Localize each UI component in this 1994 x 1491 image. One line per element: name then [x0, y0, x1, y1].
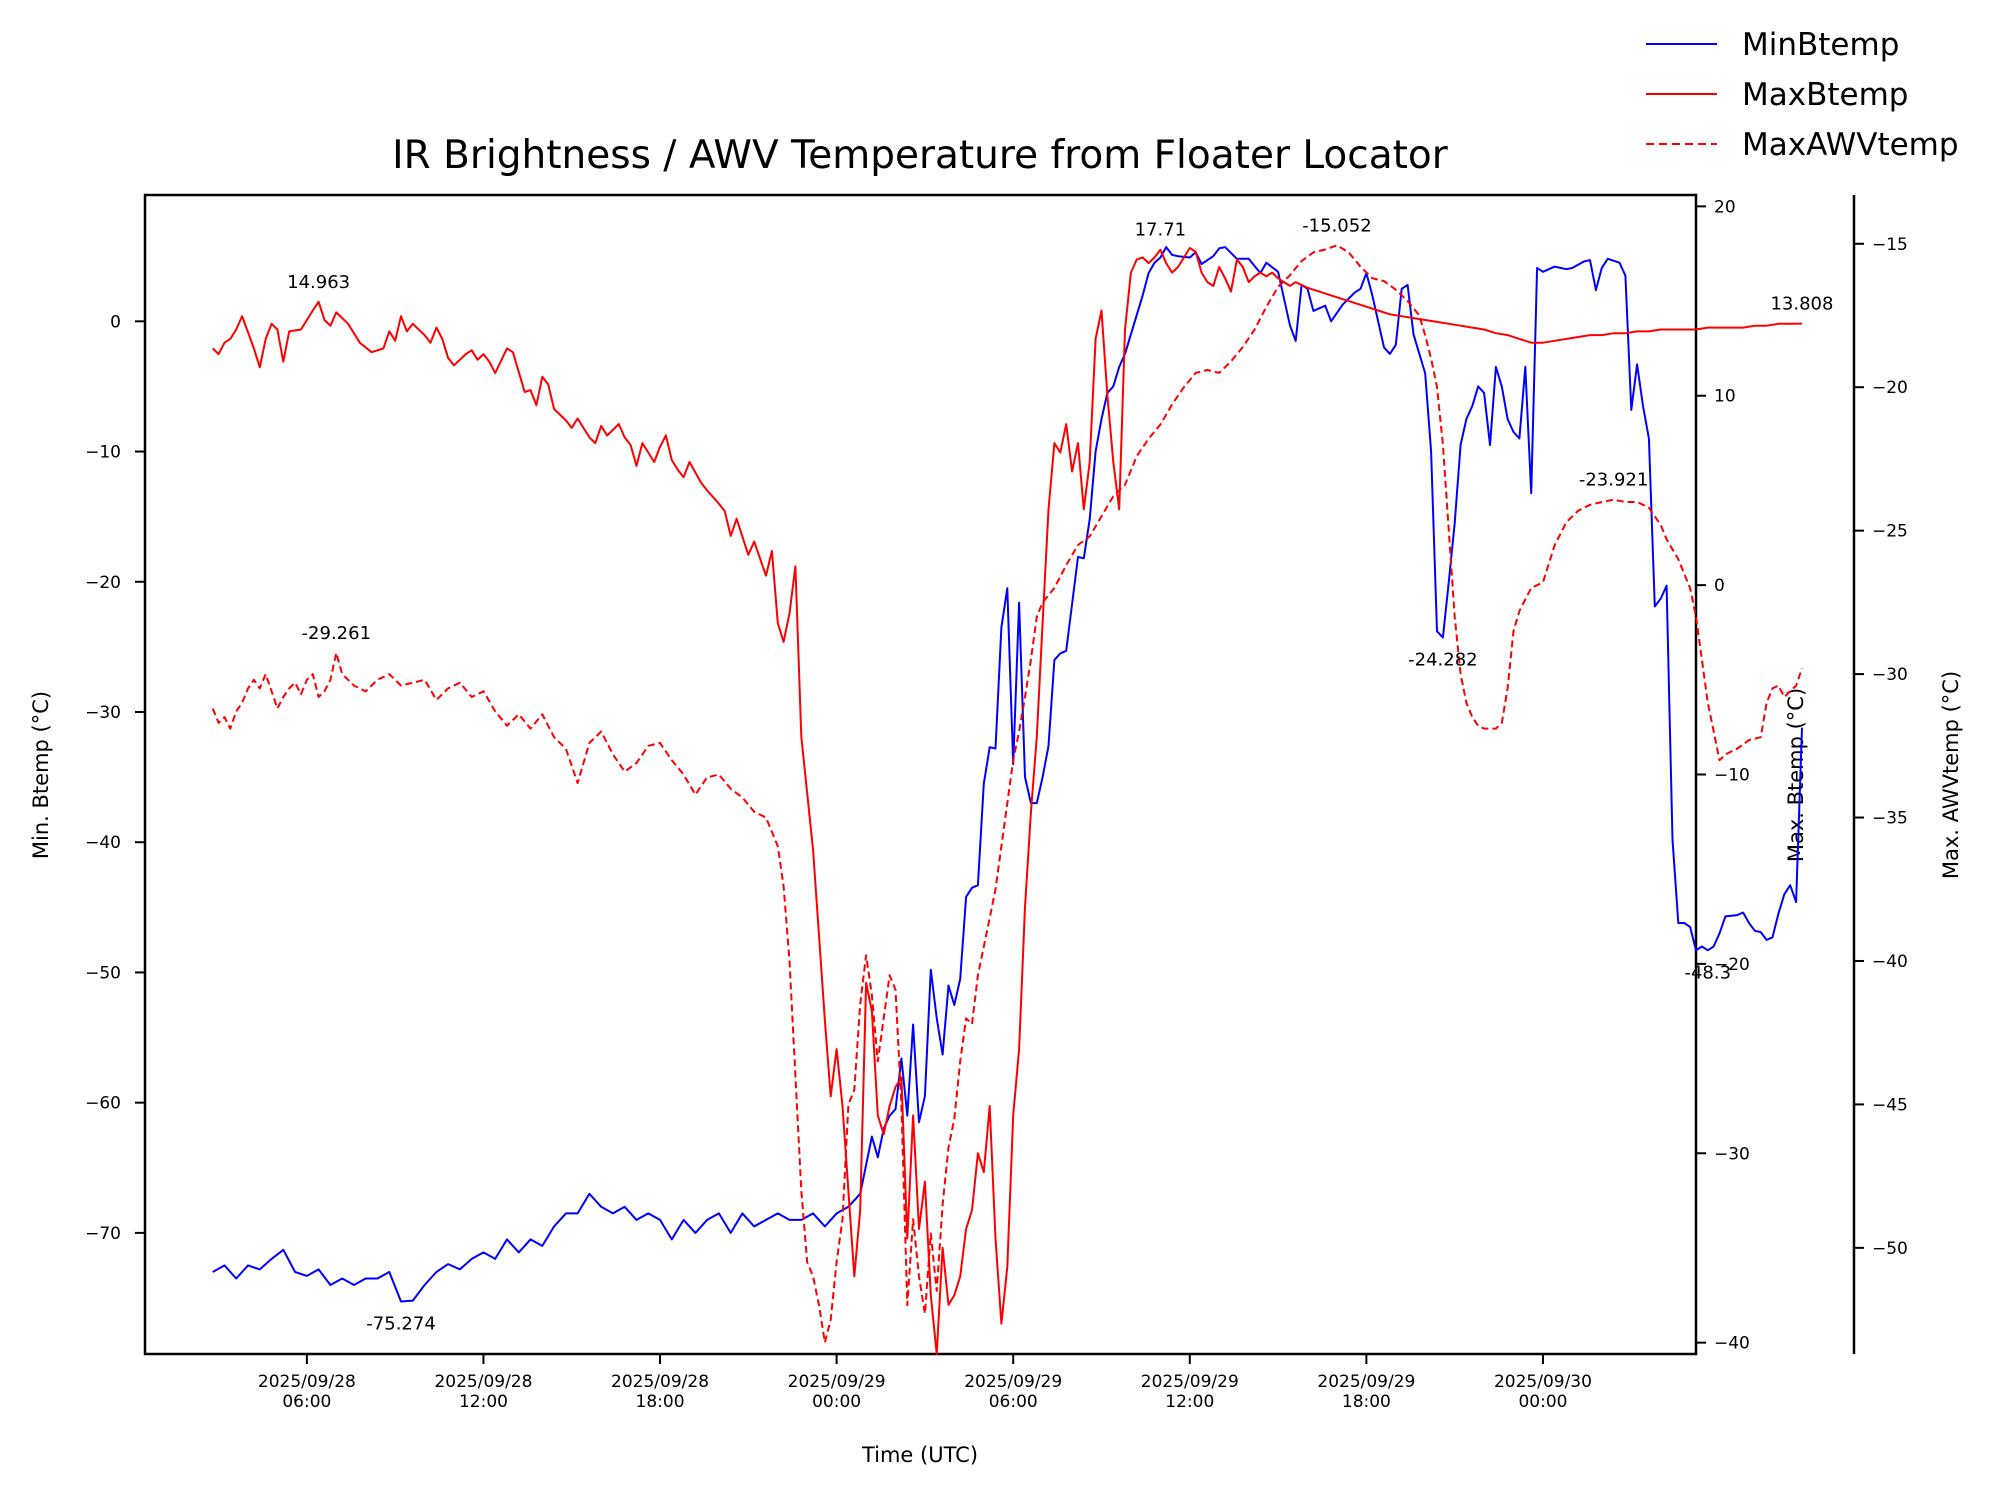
series-line-maxbtemp [212, 247, 1803, 1355]
x-tick-label-time: 18:00 [1342, 1392, 1391, 1412]
y-tick-label-max: 20 [1714, 197, 1736, 217]
y-tick-label-max: 10 [1714, 387, 1736, 407]
y-axis-label-awv: Max. AWVtemp (°C) [1939, 671, 1963, 879]
x-tick-label-time: 00:00 [1518, 1392, 1567, 1412]
x-tick-label-time: 12:00 [1165, 1392, 1214, 1412]
y-tick-label-max: 0 [1714, 576, 1725, 596]
y-tick-label-min: 0 [110, 312, 121, 332]
x-tick-label-date: 2025/09/28 [611, 1372, 709, 1392]
series-line-minbtemp [212, 246, 1803, 1303]
y-axis-label-max: Max. Btemp (°C) [1784, 688, 1808, 862]
axis-ticks: 2025/09/2806:002025/09/2812:002025/09/28… [85, 197, 1908, 1412]
x-tick-label-time: 06:00 [989, 1392, 1038, 1412]
x-tick-label-date: 2025/09/28 [258, 1372, 356, 1392]
chart-title: IR Brightness / AWV Temperature from Flo… [392, 133, 1449, 178]
annotation-label: 17.71 [1135, 220, 1187, 241]
annotations-layer: 14.963 -75.274 -29.261 17.71 -15.052 -24.282 -… [287, 215, 1833, 1334]
legend: MinBtemp MaxBtemp MaxAWVtemp [1646, 27, 1959, 163]
y-tick-label-min: −70 [85, 1224, 121, 1244]
y-tick-label-min: −20 [85, 573, 121, 593]
annotation-label: -29.261 [302, 623, 371, 644]
x-tick-label-time: 18:00 [636, 1392, 685, 1412]
annotation-label: 13.808 [1770, 294, 1833, 315]
x-tick-label-date: 2025/09/28 [434, 1372, 532, 1392]
series-layer [211, 244, 1803, 1355]
y-tick-label-awv: −35 [1872, 809, 1908, 829]
annotation-label: 14.963 [287, 272, 350, 293]
y-tick-label-awv: −40 [1872, 952, 1908, 972]
y-tick-label-awv: −50 [1872, 1239, 1908, 1259]
y-tick-label-awv: −30 [1872, 665, 1908, 685]
y-tick-label-max: −40 [1714, 1334, 1750, 1354]
x-tick-label-date: 2025/09/30 [1494, 1372, 1592, 1392]
y-tick-label-max: −10 [1714, 766, 1750, 786]
legend-label-maxawvtemp: MaxAWVtemp [1742, 127, 1959, 163]
series-line-maxawvtemp [211, 244, 1803, 1344]
y-tick-label-awv: −25 [1872, 522, 1908, 542]
x-tick-label-date: 2025/09/29 [964, 1372, 1062, 1392]
annotation-label: -15.052 [1302, 215, 1371, 236]
annotation-label: -24.282 [1408, 650, 1477, 671]
x-tick-label-date: 2025/09/29 [1141, 1372, 1239, 1392]
y-tick-label-min: −10 [85, 443, 121, 463]
x-axis-label: Time (UTC) [861, 1443, 978, 1467]
y-tick-label-awv: −15 [1872, 235, 1908, 255]
x-tick-label-date: 2025/09/29 [1317, 1372, 1415, 1392]
y-tick-label-awv: −20 [1872, 378, 1908, 398]
y-tick-label-awv: −45 [1872, 1095, 1908, 1115]
y-tick-label-min: −30 [85, 703, 121, 723]
y-tick-label-max: −30 [1714, 1144, 1750, 1164]
annotation-label: -48.3 [1684, 962, 1731, 983]
y-tick-label-max: −20 [1714, 955, 1750, 975]
y-tick-label-min: −60 [85, 1094, 121, 1114]
x-tick-label-time: 06:00 [282, 1392, 331, 1412]
x-tick-label-time: 12:00 [459, 1392, 508, 1412]
legend-label-maxbtemp: MaxBtemp [1742, 77, 1908, 113]
annotation-label: -75.274 [366, 1314, 435, 1335]
plot-frame [143, 193, 1698, 1356]
x-tick-label-date: 2025/09/29 [788, 1372, 886, 1392]
legend-label-minbtemp: MinBtemp [1742, 27, 1899, 63]
x-tick-label-time: 00:00 [812, 1392, 861, 1412]
y-tick-label-min: −40 [85, 833, 121, 853]
annotation-label: -23.921 [1579, 470, 1648, 491]
y-tick-label-min: −50 [85, 963, 121, 983]
y-axis-label-min: Min. Btemp (°C) [29, 691, 53, 859]
